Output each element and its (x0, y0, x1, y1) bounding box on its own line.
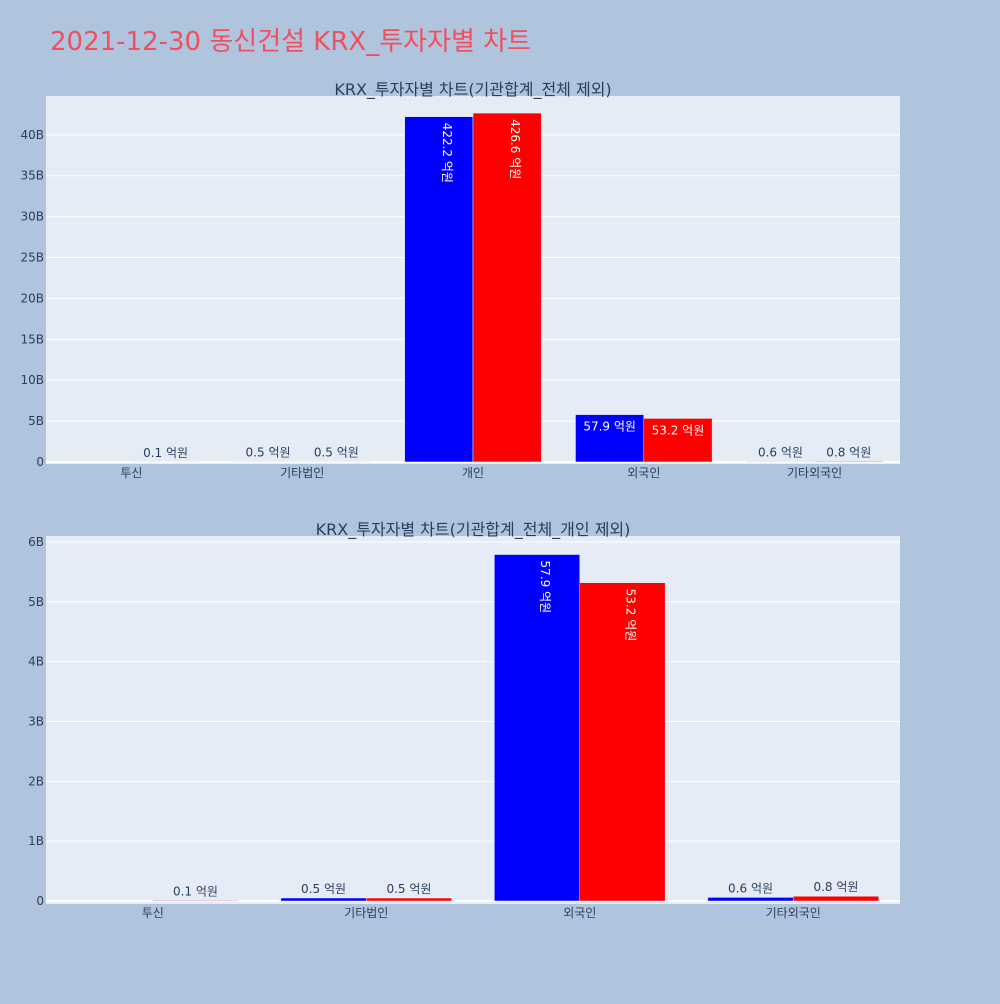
bar-value-label: 0.5 억원 (246, 446, 291, 460)
chart-bottom: 0 1B 2B 3B 4B 5B 6B 0.1 억원 0.5 억원 0.5 억원 57.9 억원 5… (28, 520, 900, 920)
bar-value-label: 422.2 억원 (440, 123, 454, 183)
bar-value-label: 426.6 억원 (508, 119, 522, 179)
bar-bottom (281, 898, 366, 901)
x-tick-label: 투신 (120, 466, 142, 480)
bar-value-label: 0.6 억원 (758, 445, 803, 459)
y-tick-label: 40B (20, 128, 44, 142)
y-tick-label: 25B (20, 251, 44, 265)
y-axis-top: 0 5B 10B 15B 20B 25B 30B 35B 40B (20, 128, 44, 469)
bar-bottom (580, 583, 665, 901)
bar-bottom (494, 555, 579, 901)
x-tick-label: 개인 (462, 466, 484, 480)
bar-top (473, 113, 541, 462)
y-tick-label: 1B (28, 834, 44, 848)
x-axis-bottom: 투신 기타법인 외국인 기타외국인 (142, 906, 821, 920)
y-tick-label: 4B (28, 655, 44, 669)
bar-value-label: 0.6 억원 (728, 881, 773, 895)
bar-value-label: 0.1 억원 (173, 884, 218, 898)
chart-title-bottom: KRX_투자자별 차트(기관합계_전체_개인 제외) (316, 520, 631, 540)
bar-top (815, 461, 883, 462)
y-tick-label: 20B (20, 291, 44, 305)
x-tick-label: 외국인 (627, 466, 660, 480)
bar-bottom (708, 897, 793, 901)
x-tick-label: 기타법인 (344, 906, 388, 920)
y-tick-label: 0 (36, 455, 44, 469)
x-tick-label: 외국인 (563, 906, 596, 920)
x-tick-label: 투신 (142, 906, 164, 920)
y-tick-label: 6B (28, 535, 44, 549)
bar-top (405, 117, 473, 462)
y-tick-label: 15B (20, 332, 44, 346)
y-tick-label: 35B (20, 169, 44, 183)
x-tick-label: 기타외국인 (766, 906, 821, 920)
bar-value-label: 0.5 억원 (314, 446, 359, 460)
bar-bottom (366, 898, 451, 901)
bar-bottom (153, 900, 238, 901)
y-tick-label: 5B (28, 595, 44, 609)
chart-top: 0 5B 10B 15B 20B 25B 30B 35B 40B 0.1 억원 0.5 억원 0.5… (20, 80, 900, 480)
bar-value-label: 0.5 억원 (301, 882, 346, 896)
bar-value-label: 0.8 억원 (813, 880, 858, 894)
page-title: 2021-12-30 동신건설 KRX_투자자별 차트 (50, 27, 531, 57)
x-tick-label: 기타외국인 (787, 466, 842, 480)
y-axis-bottom: 0 1B 2B 3B 4B 5B 6B (28, 535, 44, 908)
bar-value-label: 53.2 억원 (623, 589, 637, 642)
y-tick-label: 0 (36, 894, 44, 908)
bar-value-label: 57.9 억원 (538, 561, 552, 614)
bar-value-label: 57.9 억원 (583, 420, 636, 434)
y-tick-label: 2B (28, 774, 44, 788)
y-tick-label: 3B (28, 714, 44, 728)
y-tick-label: 5B (28, 414, 44, 428)
chart-title-top: KRX_투자자별 차트(기관합계_전체 제외) (334, 80, 611, 100)
bar-value-label: 0.5 억원 (386, 882, 431, 896)
bar-value-label: 53.2 억원 (652, 423, 705, 437)
x-tick-label: 기타법인 (280, 466, 324, 480)
bar-bottom (793, 896, 878, 901)
y-tick-label: 10B (20, 373, 44, 387)
plot-area-bottom (46, 536, 900, 904)
x-axis-top: 투신 기타법인 개인 외국인 기타외국인 (120, 466, 842, 480)
bar-value-label: 0.1 억원 (143, 446, 188, 460)
bar-value-label: 0.8 억원 (826, 445, 871, 459)
y-tick-label: 30B (20, 210, 44, 224)
